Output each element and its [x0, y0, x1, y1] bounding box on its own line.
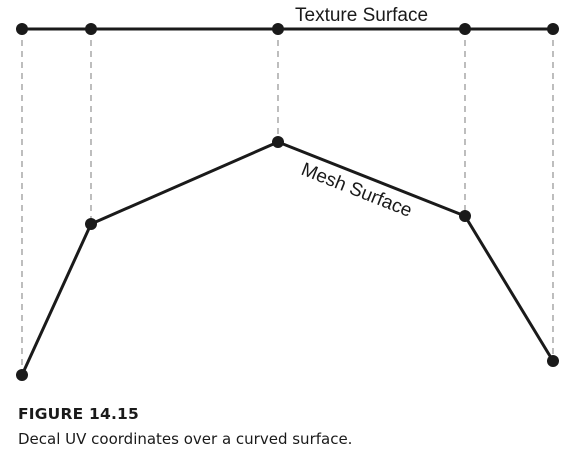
- texture-vertex: [547, 23, 559, 35]
- mesh-vertex: [459, 210, 471, 222]
- texture-vertex: [16, 23, 28, 35]
- texture-vertex: [85, 23, 97, 35]
- texture-surface-label: Texture Surface: [295, 5, 428, 26]
- figure-caption: Decal UV coordinates over a curved surfa…: [18, 430, 353, 448]
- mesh-vertex: [272, 136, 284, 148]
- mesh-surface-line: [20, 140, 555, 376]
- mesh-vertex: [547, 355, 559, 367]
- figure-number: FIGURE 14.15: [18, 405, 140, 423]
- mesh-vertex: [16, 369, 28, 381]
- mesh-vertex: [85, 218, 97, 230]
- texture-vertex: [459, 23, 471, 35]
- texture-vertex: [272, 23, 284, 35]
